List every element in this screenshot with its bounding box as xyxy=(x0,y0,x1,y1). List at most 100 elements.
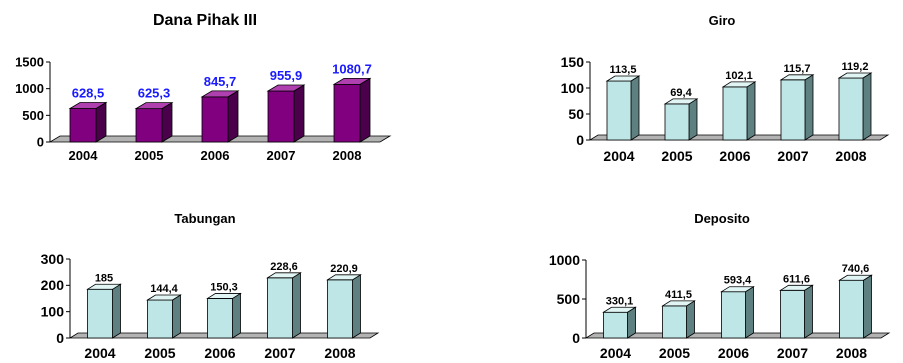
bar-value-label: 330,1 xyxy=(606,295,634,307)
bar xyxy=(838,274,873,339)
x-category-label: 2005 xyxy=(659,345,690,361)
bar xyxy=(266,84,306,143)
bar-front xyxy=(201,96,229,143)
bar-front xyxy=(603,311,628,339)
bar xyxy=(779,74,815,141)
bar-side xyxy=(232,292,241,339)
bar-top xyxy=(266,272,302,279)
bar-top xyxy=(661,300,696,307)
y-tick-label: 300 xyxy=(41,251,65,267)
bar-value-label: 119,2 xyxy=(842,61,869,73)
bar-front xyxy=(327,279,353,339)
bar-side xyxy=(863,274,872,339)
bar-front xyxy=(267,277,293,339)
y-tick-label: 1000 xyxy=(15,81,44,96)
bar-top xyxy=(266,84,306,92)
y-tick-label: 0 xyxy=(37,135,44,150)
bar-value-label: 69,4 xyxy=(670,87,692,99)
bar-top xyxy=(779,284,814,291)
bar xyxy=(86,283,122,339)
bar xyxy=(146,294,182,339)
bar-side xyxy=(112,283,121,339)
bar xyxy=(266,272,302,339)
bar xyxy=(663,98,699,141)
bar-value-label: 150,3 xyxy=(210,281,238,293)
bar-front xyxy=(722,86,748,141)
y-tick-label: 0 xyxy=(56,330,64,346)
bar-side xyxy=(630,75,640,141)
bar-top xyxy=(146,294,182,301)
y-tick-label: 150 xyxy=(561,54,585,70)
bar-top xyxy=(206,293,242,299)
bar-value-label: 144,4 xyxy=(150,283,178,295)
bar-side xyxy=(161,101,173,143)
y-tick-label: 500 xyxy=(557,291,581,307)
bar-front xyxy=(606,80,632,141)
chart-title: Giro xyxy=(709,13,736,28)
bar-front xyxy=(135,108,163,143)
x-category-label: 2007 xyxy=(267,148,296,163)
bar-value-label: 228,6 xyxy=(270,261,298,273)
bar-front xyxy=(207,298,233,339)
bar xyxy=(837,72,873,141)
bar-side xyxy=(95,101,107,143)
bar-front xyxy=(662,305,687,339)
bar-value-label: 955,9 xyxy=(270,68,303,83)
bar xyxy=(326,274,362,339)
bar xyxy=(68,101,108,143)
bar-value-label: 185 xyxy=(95,272,113,284)
x-category-label: 2007 xyxy=(777,148,808,164)
bar-value-label: 625,3 xyxy=(138,86,171,101)
bar-front xyxy=(147,299,173,339)
bar-side xyxy=(804,284,813,339)
bar-top xyxy=(134,102,174,110)
y-tick-label: 1500 xyxy=(15,55,44,70)
chart-title: Deposito xyxy=(694,211,750,226)
y-tick-label: 500 xyxy=(22,108,44,123)
chart-panel: Tabungan 0 100 200 300 185 2004 144,4 2005 150,3 2… xyxy=(41,211,380,361)
bar-front xyxy=(839,279,864,339)
bar-top xyxy=(200,90,240,98)
x-category-label: 2008 xyxy=(324,345,355,361)
bar-value-label: 845,7 xyxy=(204,74,237,89)
bar-side xyxy=(292,272,301,339)
bar xyxy=(200,90,240,143)
bar xyxy=(779,284,814,339)
x-category-label: 2005 xyxy=(144,345,175,361)
y-tick-label: 100 xyxy=(561,80,585,96)
chart-title: Dana Pihak III xyxy=(153,12,257,29)
bar xyxy=(602,306,637,339)
bar xyxy=(661,300,696,339)
bar-top xyxy=(779,74,815,81)
bar-value-label: 593,4 xyxy=(724,275,752,287)
x-category-label: 2006 xyxy=(718,345,749,361)
bar xyxy=(605,75,641,141)
bar-value-label: 628,5 xyxy=(72,85,105,100)
bar-front xyxy=(333,83,361,143)
chart-panel: Deposito 0 500 1000 330,1 2004 411,5 2005 593,4 2… xyxy=(549,211,891,361)
bar xyxy=(134,101,174,143)
bar-top xyxy=(721,81,757,88)
x-category-label: 2004 xyxy=(603,148,634,164)
bar-side xyxy=(804,74,814,141)
bar-value-label: 740,6 xyxy=(842,263,870,275)
bar-top xyxy=(326,274,362,281)
bar-value-label: 411,5 xyxy=(665,289,692,301)
bar-top xyxy=(86,283,122,290)
bar-top xyxy=(68,102,108,109)
x-category-label: 2004 xyxy=(84,345,115,361)
bar-top xyxy=(602,306,637,313)
bar-value-label: 102,1 xyxy=(725,70,753,82)
y-tick-label: 0 xyxy=(576,132,584,148)
bar-top xyxy=(605,75,641,82)
x-category-label: 2007 xyxy=(264,345,295,361)
x-category-label: 2004 xyxy=(69,148,99,163)
bar-value-label: 611,6 xyxy=(783,273,810,285)
x-category-label: 2008 xyxy=(835,148,866,164)
bar-side xyxy=(359,77,371,143)
x-category-label: 2006 xyxy=(204,345,235,361)
bar-side xyxy=(745,285,754,339)
bar-side xyxy=(746,81,756,141)
bar-front xyxy=(780,79,806,141)
bar xyxy=(332,77,372,143)
